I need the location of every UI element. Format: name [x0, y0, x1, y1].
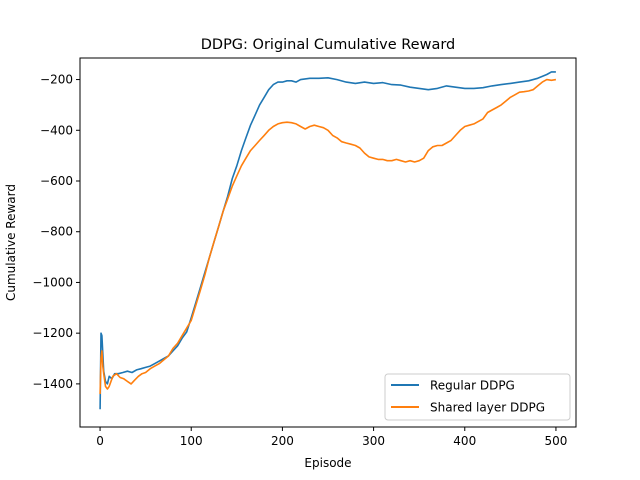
legend: Regular DDPG Shared layer DDPG: [384, 373, 571, 421]
y-tick-label: −800: [40, 225, 73, 239]
x-tick-label: 100: [180, 434, 203, 448]
ticks-layer: 0 100 200 300 400 500 −1400 −1200 −1000 −800 −600 −…: [32, 73, 567, 448]
chart-title: DDPG: Original Cumulative Reward: [201, 37, 456, 53]
series-layer: [99, 71, 557, 410]
x-tick-label: 0: [96, 434, 104, 448]
x-tick-label: 300: [362, 434, 385, 448]
y-tick-label: −1400: [32, 377, 73, 391]
y-tick-label: −1000: [32, 275, 73, 289]
x-tick-label: 400: [453, 434, 476, 448]
legend-box: [384, 373, 571, 421]
y-tick-label: −600: [40, 174, 73, 188]
y-axis-title: Cumulative Reward: [4, 184, 18, 301]
y-tick-label: −200: [40, 73, 73, 87]
series-line-regular-ddpg: [99, 71, 556, 410]
x-axis-title: Episode: [304, 456, 351, 470]
x-tick-label: 500: [544, 434, 567, 448]
series-line-shared-layer-ddpg: [99, 78, 557, 395]
legend-label-shared-layer-ddpg: Shared layer DDPG: [430, 401, 545, 415]
legend-label-regular-ddpg: Regular DDPG: [430, 379, 515, 393]
x-tick-label: 200: [271, 434, 294, 448]
y-tick-label: −400: [40, 123, 73, 137]
y-tick-label: −1200: [32, 326, 73, 340]
plot-frame: [79, 57, 577, 428]
